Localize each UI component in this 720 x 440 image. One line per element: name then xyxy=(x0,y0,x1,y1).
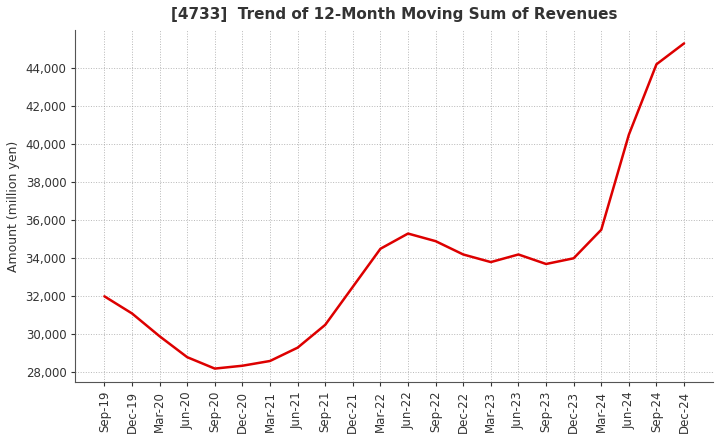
Y-axis label: Amount (million yen): Amount (million yen) xyxy=(7,140,20,271)
Title: [4733]  Trend of 12-Month Moving Sum of Revenues: [4733] Trend of 12-Month Moving Sum of R… xyxy=(171,7,618,22)
